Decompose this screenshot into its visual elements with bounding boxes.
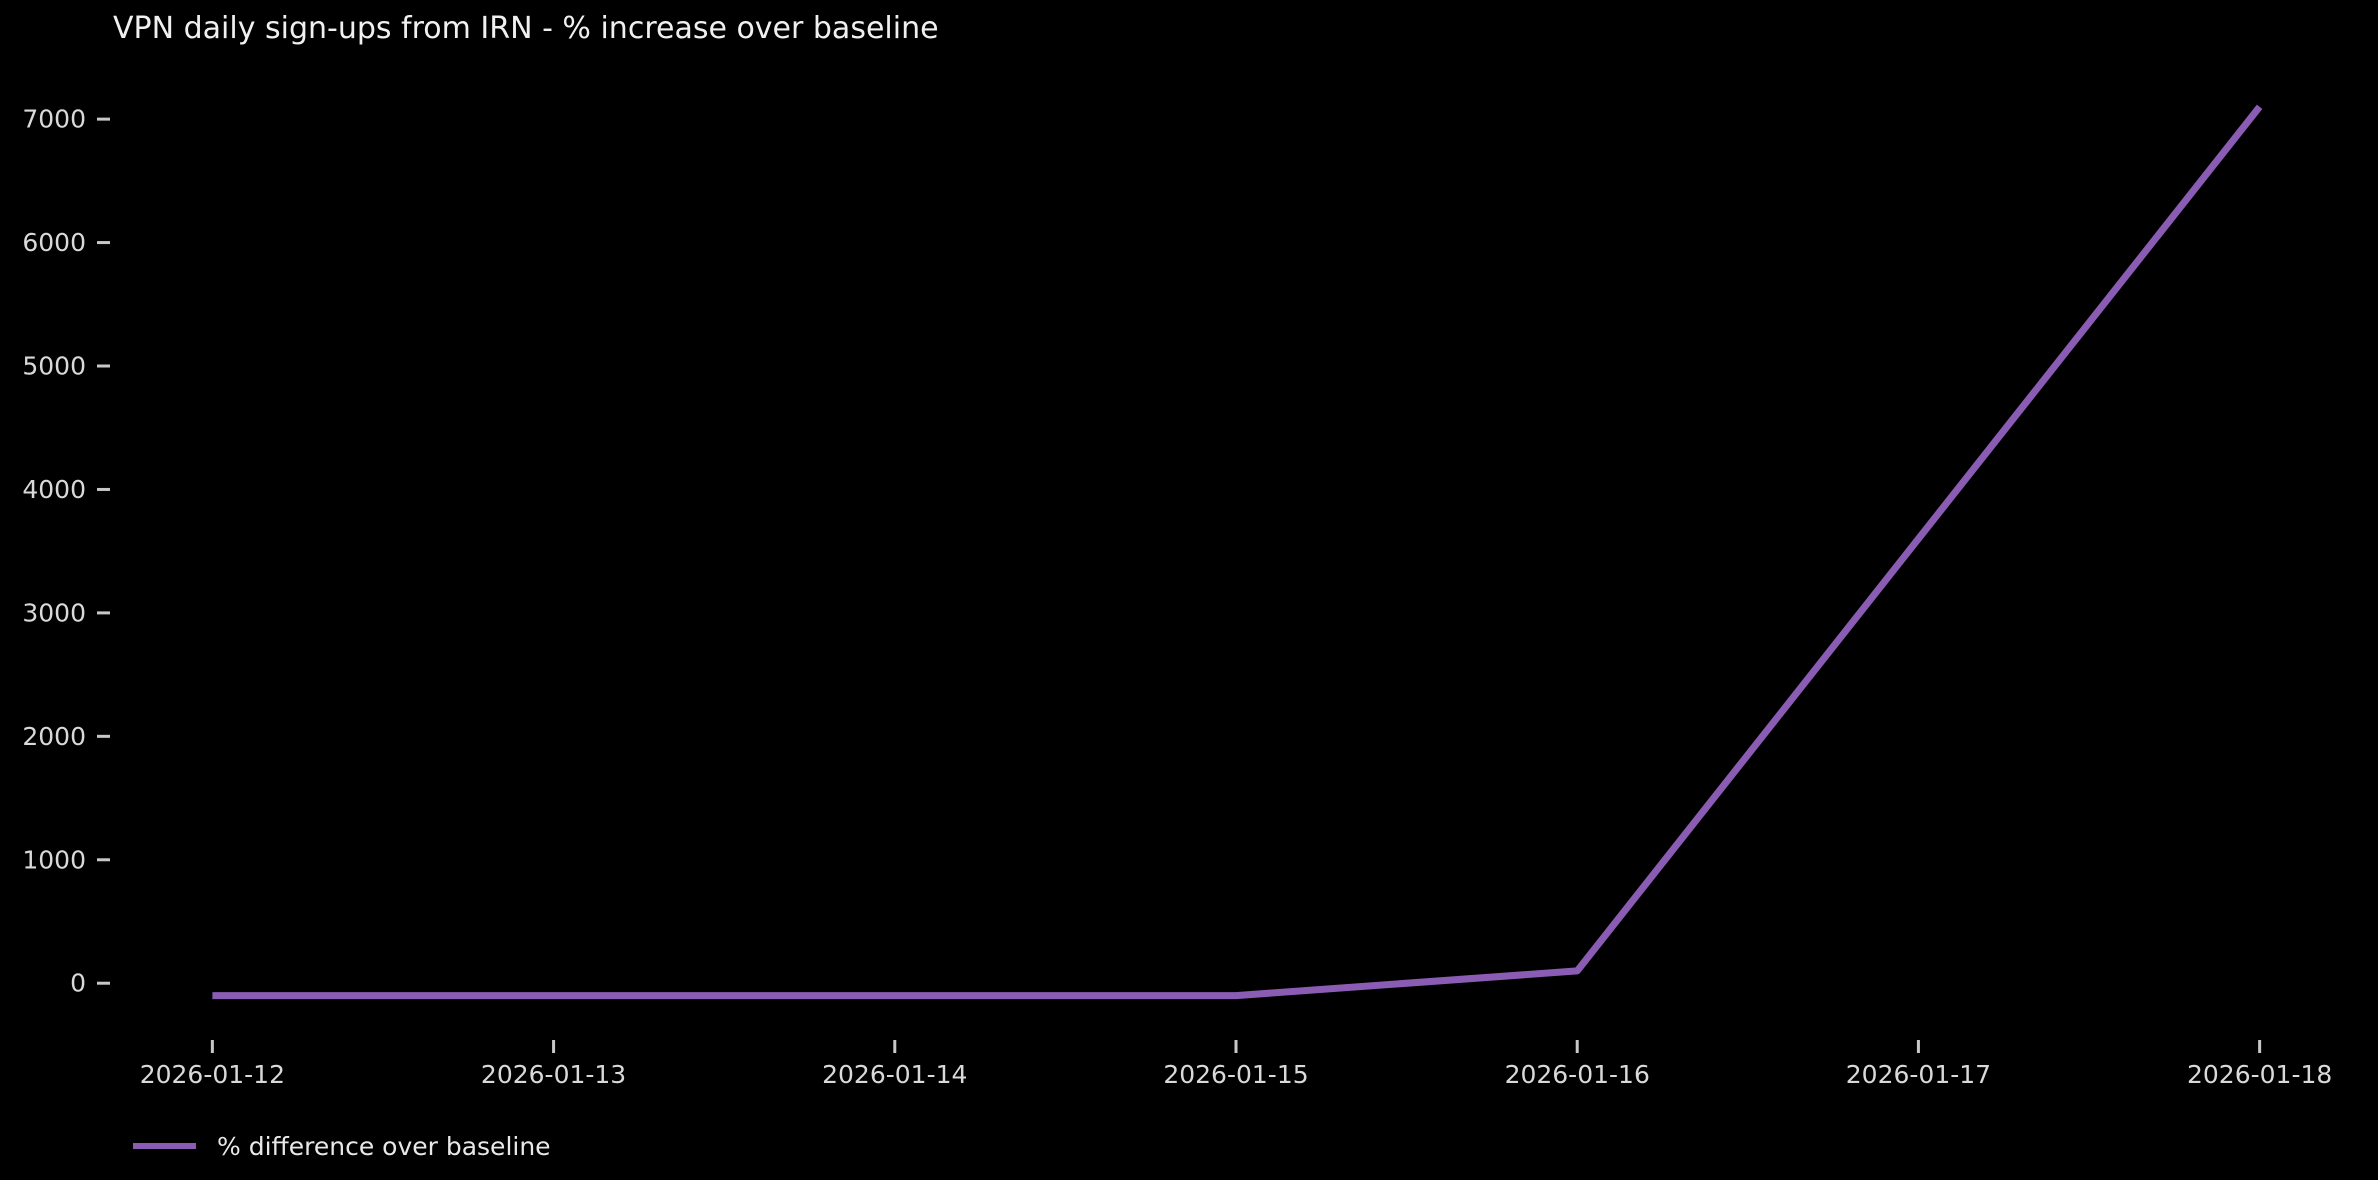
chart-title: VPN daily sign-ups from IRN - % increase… [113,11,939,46]
x-tick-label: 2026-01-13 [481,1060,626,1089]
y-axis-ticks: 0 1000 2000 3000 4000 5000 6000 7000 [22,105,110,998]
x-tick-label: 2026-01-15 [1163,1060,1308,1089]
y-tick-label: 4000 [22,475,86,504]
y-tick-label: 3000 [22,598,86,627]
y-tick-label: 5000 [22,352,86,381]
x-tick-label: 2026-01-14 [822,1060,967,1089]
y-tick-label: 7000 [22,105,86,134]
y-tick-label: 0 [70,969,86,998]
y-tick-label: 2000 [22,722,86,751]
x-tick-label: 2026-01-18 [2187,1060,2332,1089]
series-line [212,104,2263,1000]
y-tick-label: 1000 [22,845,86,874]
legend-label: % difference over baseline [217,1132,551,1161]
x-tick-label: 2026-01-16 [1505,1060,1650,1089]
x-tick-label: 2026-01-12 [140,1060,285,1089]
x-axis-ticks: 2026-01-12 2026-01-13 2026-01-14 2026-01-15… [140,1040,2332,1089]
x-tick-label: 2026-01-17 [1846,1060,1991,1089]
legend: % difference over baseline [133,1132,551,1161]
y-tick-label: 6000 [22,228,86,257]
